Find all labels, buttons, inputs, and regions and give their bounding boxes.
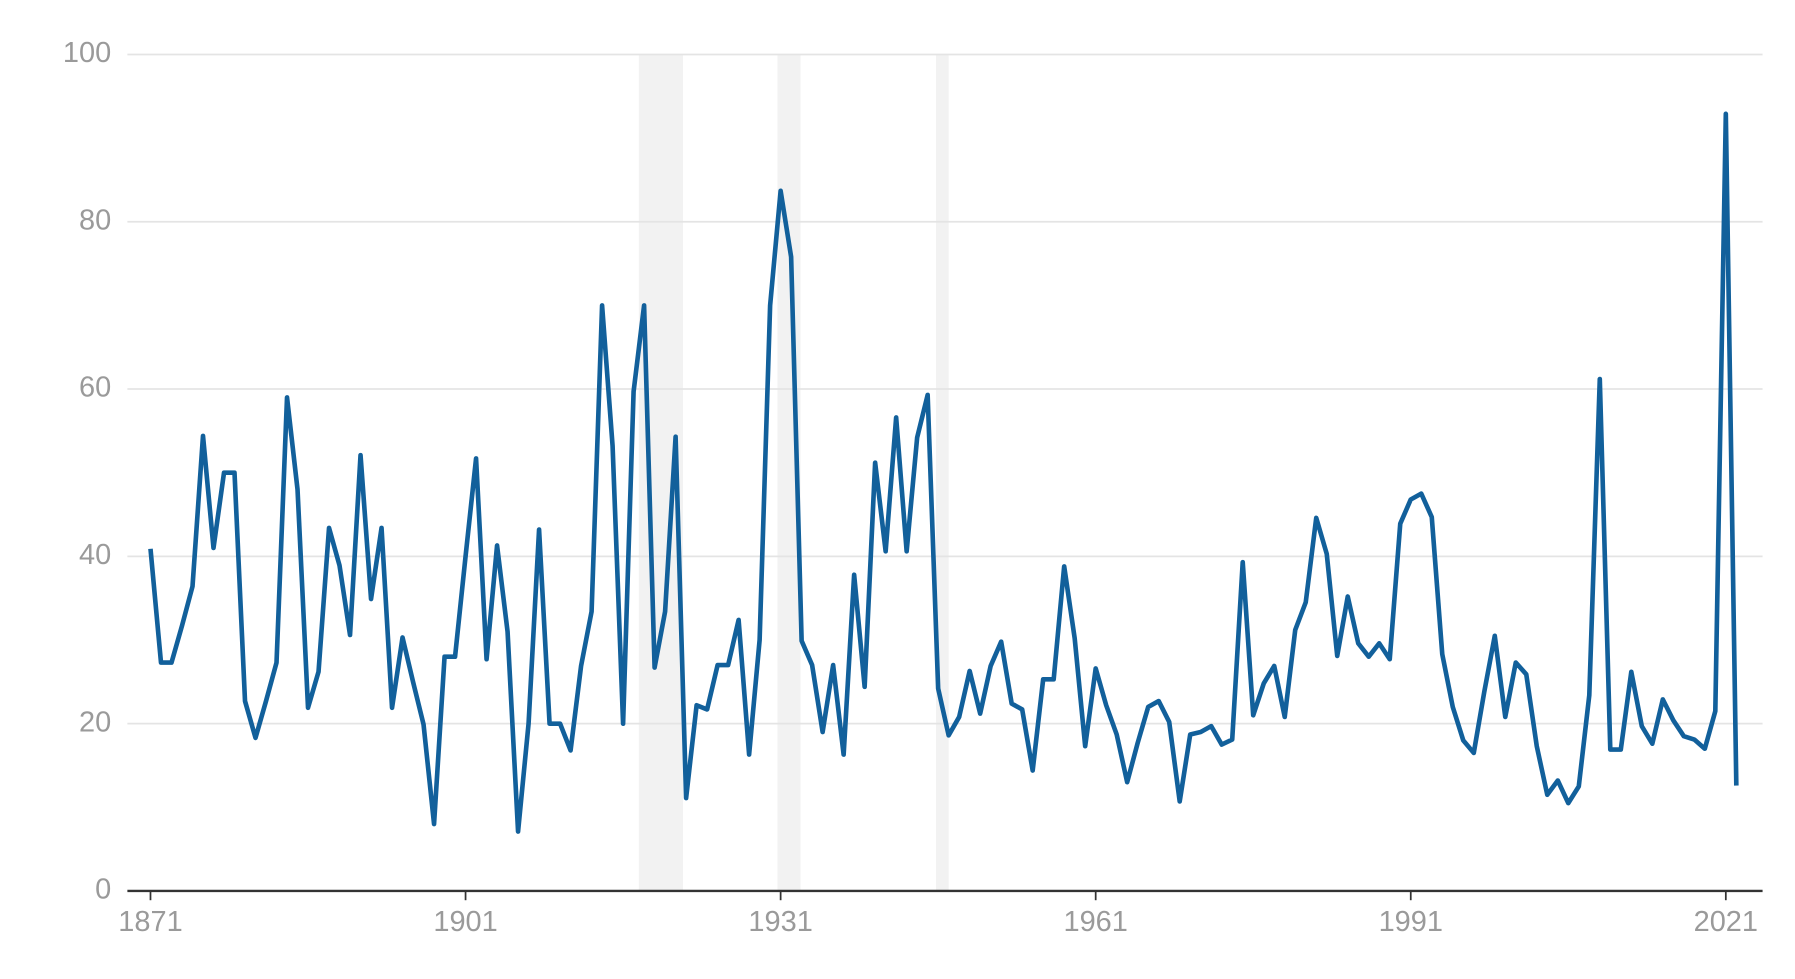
y-tick-label: 0 [95,874,111,906]
x-tick-label: 1991 [1379,906,1443,938]
x-tick-label: 1931 [748,906,812,938]
x-tick-label: 2021 [1694,906,1758,938]
x-tick-label: 1961 [1064,906,1128,938]
shaded-period [936,54,949,891]
y-tick-label: 40 [79,539,111,571]
y-tick-label: 80 [79,204,111,236]
line-series [148,111,1739,834]
shaded-period [777,54,801,891]
y-tick-label: 60 [79,372,111,404]
y-tick-label: 20 [79,706,111,738]
x-tick-label: 1901 [433,906,497,938]
x-tick-label: 1871 [118,906,182,938]
y-tick-label: 100 [63,37,111,69]
